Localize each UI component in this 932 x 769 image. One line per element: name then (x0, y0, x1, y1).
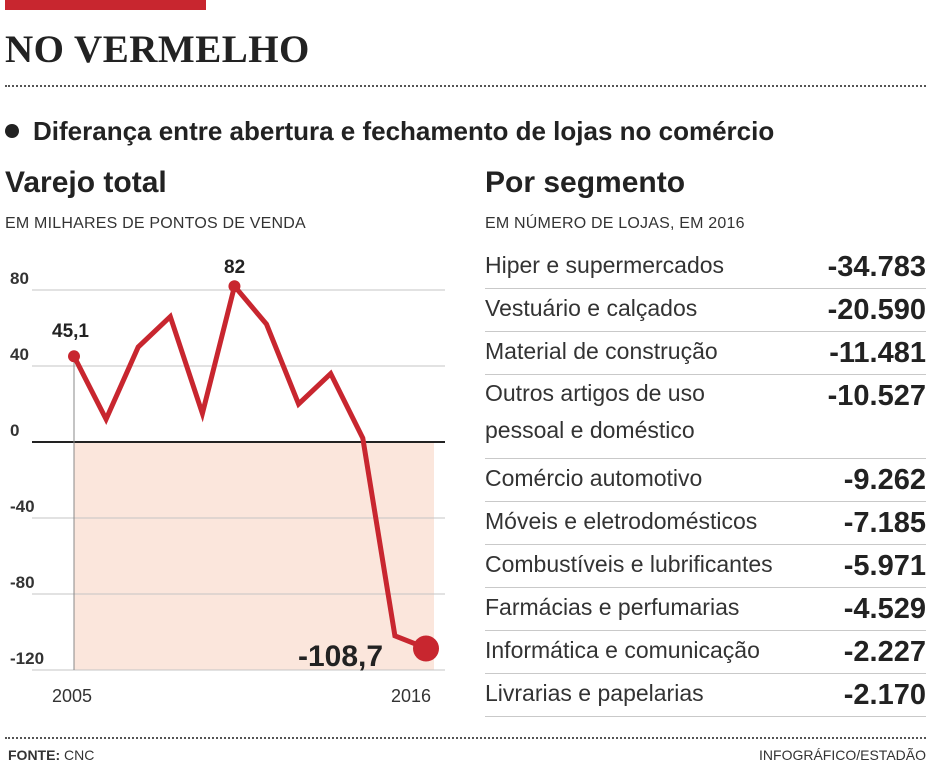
x-tick-label: 2005 (52, 686, 92, 706)
page-title: NO VERMELHO (5, 28, 310, 71)
segment-row: Móveis e eletrodomésticos -7.185 (485, 502, 926, 545)
left-panel-unit: EM MILHARES DE PONTOS DE VENDA (5, 215, 306, 232)
segment-table: Hiper e supermercados -34.783 Vestuário e … (485, 246, 926, 717)
footer-divider (5, 737, 926, 739)
y-tick-label: -120 (10, 649, 44, 668)
data-label: 45,1 (52, 321, 89, 342)
right-panel-unit: EM NÚMERO DE LOJAS, EM 2016 (485, 215, 745, 232)
segment-row: Outros artigos de uso pessoal e doméstic… (485, 375, 926, 459)
series-line (71, 280, 428, 651)
data-label: 82 (224, 257, 245, 278)
header-divider (5, 85, 926, 87)
segment-label: Informática e comunicação (485, 637, 760, 663)
footer-credit: INFOGRÁFICO/ESTADÃO (759, 747, 926, 763)
segment-label: Vestuário e calçados (485, 295, 698, 321)
y-tick-label: -80 (10, 573, 35, 592)
segment-row: Combustíveis e lubrificantes -5.971 (485, 545, 926, 588)
segment-row: Comércio automotivo -9.262 (485, 459, 926, 502)
segment-row: Material de construção -11.481 (485, 332, 926, 375)
segment-label: Combustíveis e lubrificantes (485, 551, 773, 577)
data-point-marker (413, 635, 439, 662)
segment-label: Outros artigos de uso pessoal e doméstic… (485, 380, 705, 443)
segment-value: -34.783 (827, 251, 926, 283)
segment-row: Vestuário e calçados -20.590 (485, 289, 926, 332)
y-tick-label: 40 (10, 345, 29, 364)
segment-label: Farmácias e perfumarias (485, 594, 740, 620)
segment-value: -2.227 (843, 636, 926, 668)
segment-row: Informática e comunicação -2.227 (485, 631, 926, 674)
top-accent-bar (5, 0, 206, 10)
segment-label: Móveis e eletrodomésticos (485, 508, 758, 534)
segment-row: Livrarias e papelarias -2.170 (485, 674, 926, 717)
segment-value: -2.170 (843, 679, 926, 711)
segment-label: Comércio automotivo (485, 465, 703, 491)
y-tick-label: 0 (10, 421, 19, 440)
y-tick-label: -40 (10, 497, 35, 516)
data-point-marker (228, 280, 241, 293)
segment-value: -20.590 (827, 294, 926, 326)
chart-subtitle: Diferança entre abertura e fechamento de… (5, 116, 774, 146)
segment-label: Material de construção (485, 338, 718, 364)
right-panel-title: Por segmento (485, 166, 686, 199)
bullet-icon (5, 124, 19, 138)
footer-source: FONTE: CNC (8, 747, 94, 763)
segment-value: -9.262 (843, 464, 926, 496)
source-label: FONTE: (8, 747, 61, 763)
segment-value: -11.481 (829, 337, 926, 369)
segment-value: -4.529 (843, 593, 926, 625)
subtitle-text: Diferança entre abertura e fechamento de… (33, 116, 775, 146)
source-name: CNC (64, 747, 95, 763)
y-tick-label: 80 (10, 269, 29, 288)
segment-value: -5.971 (843, 550, 926, 582)
x-tick-label: 2016 (391, 686, 431, 706)
data-point-marker (68, 350, 80, 363)
line-chart: 80 40 0 -40 -80 -120 2005 2016 45,1 82 -108,7 (10, 257, 445, 706)
segment-value: -7.185 (843, 507, 926, 539)
left-panel-title: Varejo total (5, 166, 167, 199)
segment-label: Hiper e supermercados (485, 252, 725, 278)
data-label: -108,7 (298, 640, 383, 673)
segment-label: Livrarias e papelarias (485, 680, 704, 706)
negative-area-shading (74, 442, 434, 670)
segment-row: Farmácias e perfumarias -4.529 (485, 588, 926, 631)
segment-row: Hiper e supermercados -34.783 (485, 246, 926, 289)
segment-value: -10.527 (827, 380, 926, 412)
